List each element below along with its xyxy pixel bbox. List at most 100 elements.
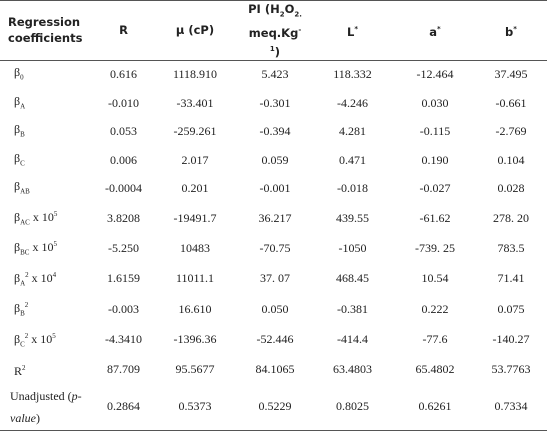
- cell: 0.471: [339, 152, 366, 167]
- row-label: βA: [0, 89, 97, 118]
- cell: -739. 25: [415, 241, 455, 256]
- cell: -12.464: [416, 67, 454, 82]
- text-t: β: [14, 150, 21, 165]
- cell: 37.495: [494, 67, 528, 82]
- cell: 0.028: [497, 181, 525, 196]
- cell: -0.003: [108, 301, 139, 316]
- cell: -52.446: [256, 332, 294, 347]
- cell: -0.661: [495, 95, 527, 110]
- cell: 84.1065: [255, 361, 295, 376]
- text-sup: 2: [24, 331, 29, 340]
- text-t: β: [14, 270, 21, 285]
- table-row: βA2 x 104 1.6159 11011.1 37. 07 468.45 10.54 7…: [0, 264, 547, 294]
- cell: -33.401: [176, 95, 214, 110]
- cell: -414.4: [337, 332, 368, 347]
- text-sub: AC: [20, 218, 30, 227]
- cell: 0.059: [261, 152, 289, 167]
- cell: -1396.36: [173, 332, 217, 347]
- cell: 0.050: [261, 301, 289, 316]
- text-t: ): [274, 44, 281, 59]
- cell: 783.5: [497, 241, 525, 256]
- table-row: βC 0.006 2.017 0.059 0.471 0.190 0.104: [0, 146, 547, 175]
- cell: 118.332: [333, 67, 372, 82]
- text-sub: 0: [20, 73, 24, 82]
- cell: -0.115: [419, 124, 451, 139]
- text-sup: 2: [25, 270, 29, 279]
- cell: 95.5677: [175, 361, 215, 376]
- text-sup: *: [354, 25, 358, 34]
- text-t: β: [14, 93, 21, 108]
- row-label: βC: [0, 146, 97, 175]
- text-sub: 2: [279, 10, 285, 19]
- cell: 0.2864: [107, 399, 140, 414]
- text-t: x 10: [29, 209, 54, 224]
- row-label: Unadjusted (p-value): [0, 383, 97, 430]
- cell: 1.6159: [107, 271, 140, 286]
- text-t: β: [14, 209, 21, 224]
- cell: 36.217: [258, 210, 292, 225]
- cell: 10.54: [421, 271, 449, 286]
- cell: 0.5373: [178, 399, 212, 414]
- cell: 0.190: [421, 152, 449, 167]
- cell: -0.381: [337, 301, 368, 316]
- table-row: β0 0.616 1118.910 5.423 118.332 -12.464 37.495: [0, 60, 547, 89]
- header-cell: μ (cP): [150, 1, 240, 61]
- text-sup: 4: [52, 270, 57, 279]
- cell: 2.017: [181, 152, 209, 167]
- text-sup: 2: [22, 363, 26, 372]
- text-sub: B: [20, 309, 25, 318]
- text-t: meq.Kg: [248, 26, 299, 41]
- cell: 16.610: [178, 301, 212, 316]
- text-t: PI (H: [248, 2, 280, 16]
- cell: 0.030: [421, 95, 449, 110]
- cell: 1118.910: [172, 67, 218, 82]
- row-label: β0: [0, 60, 97, 89]
- row-label: R2: [0, 355, 97, 384]
- text-t: ): [36, 410, 40, 425]
- cell: -0.010: [108, 95, 139, 110]
- cell: -4.3410: [105, 332, 142, 347]
- text-sup: *: [513, 25, 517, 34]
- text-t: L: [347, 24, 355, 39]
- cell: 0.006: [110, 152, 137, 167]
- cell: 0.6261: [418, 399, 452, 414]
- cell: 37. 07: [260, 271, 290, 286]
- text-t: a: [429, 24, 438, 39]
- text-sub: B: [20, 130, 25, 139]
- header-cell: a*: [395, 1, 475, 61]
- table-row: βC2 x 105 -4.3410 -1396.36 -52.446 -414.4 -77…: [0, 325, 547, 355]
- text-sub: A: [20, 101, 26, 110]
- cell: -61.62: [419, 210, 451, 225]
- cell: -140.27: [492, 332, 530, 347]
- cell: -77.6: [422, 332, 448, 347]
- table-row: βAC x 105 3.8208 -19491.7 36.217 439.55 -61.6…: [0, 203, 547, 233]
- header-cell: PI (H2O2. meq.Kg-1): [240, 1, 310, 61]
- cell: 439.55: [336, 210, 369, 225]
- cell: -19491.7: [173, 210, 217, 225]
- cell: 71.41: [497, 271, 525, 286]
- text-sup: 5: [53, 240, 57, 249]
- header-cell: b*: [475, 1, 547, 61]
- text-t: x 10: [28, 331, 53, 346]
- cell: 4.281: [339, 124, 366, 139]
- table-body: β0 0.616 1118.910 5.423 118.332 -12.464 37.495…: [0, 60, 547, 431]
- table-row: βB 0.053 -259.261 -0.394 4.281 -0.115 -2.769: [0, 117, 547, 146]
- text-t: Unadjusted (: [10, 388, 72, 403]
- cell: 0.104: [497, 152, 525, 167]
- text-sup: 5: [53, 209, 58, 218]
- cell: -70.75: [259, 241, 291, 256]
- text-sup: -1: [269, 26, 302, 54]
- cell: 468.45: [336, 271, 369, 286]
- row-label: βB2: [0, 294, 97, 324]
- cell: -0.027: [419, 181, 451, 196]
- cell: 0.8025: [336, 399, 369, 414]
- text-sub: 2.: [294, 10, 302, 19]
- text-sup: *: [437, 25, 441, 34]
- text-t: β: [14, 301, 21, 316]
- row-label: βB: [0, 117, 97, 146]
- text-sub: AB: [20, 187, 30, 196]
- cell: -1050: [338, 241, 367, 256]
